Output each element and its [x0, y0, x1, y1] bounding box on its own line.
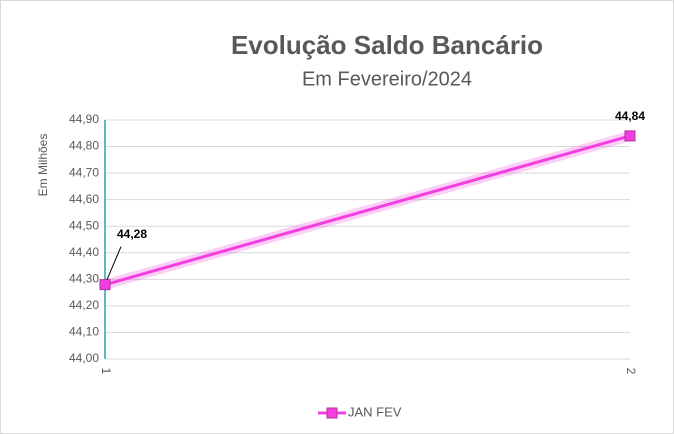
y-tick-label: 44,70 — [69, 165, 99, 179]
x-tick-label: 1 — [99, 368, 113, 375]
legend-label: JAN FEV — [348, 404, 402, 419]
y-tick-label: 44,80 — [69, 139, 99, 153]
x-tick-label: 2 — [624, 368, 638, 375]
y-tick-label: 44,30 — [69, 272, 99, 286]
y-tick-label: 44,90 — [69, 112, 99, 126]
y-tick-label: 44,10 — [69, 325, 99, 339]
legend-marker — [326, 407, 338, 419]
point-marker — [624, 130, 636, 142]
y-tick-label: 44,00 — [69, 351, 99, 365]
data-label: 44,84 — [615, 109, 645, 123]
series-line — [104, 134, 631, 287]
chart-subtitle: Em Fevereiro/2024 — [302, 68, 472, 90]
y-tick-label: 44,40 — [69, 245, 99, 259]
y-tick-label: 44,20 — [69, 298, 99, 312]
data-label: 44,28 — [117, 227, 147, 241]
y-tick-label: 44,60 — [69, 192, 99, 206]
chart-title: Evolução Saldo Bancário — [231, 30, 543, 60]
point-marker — [99, 279, 111, 291]
y-tick-label: 44,50 — [69, 218, 99, 232]
leader-line — [106, 246, 122, 280]
y-axis-label: Em Milhões — [36, 134, 50, 197]
